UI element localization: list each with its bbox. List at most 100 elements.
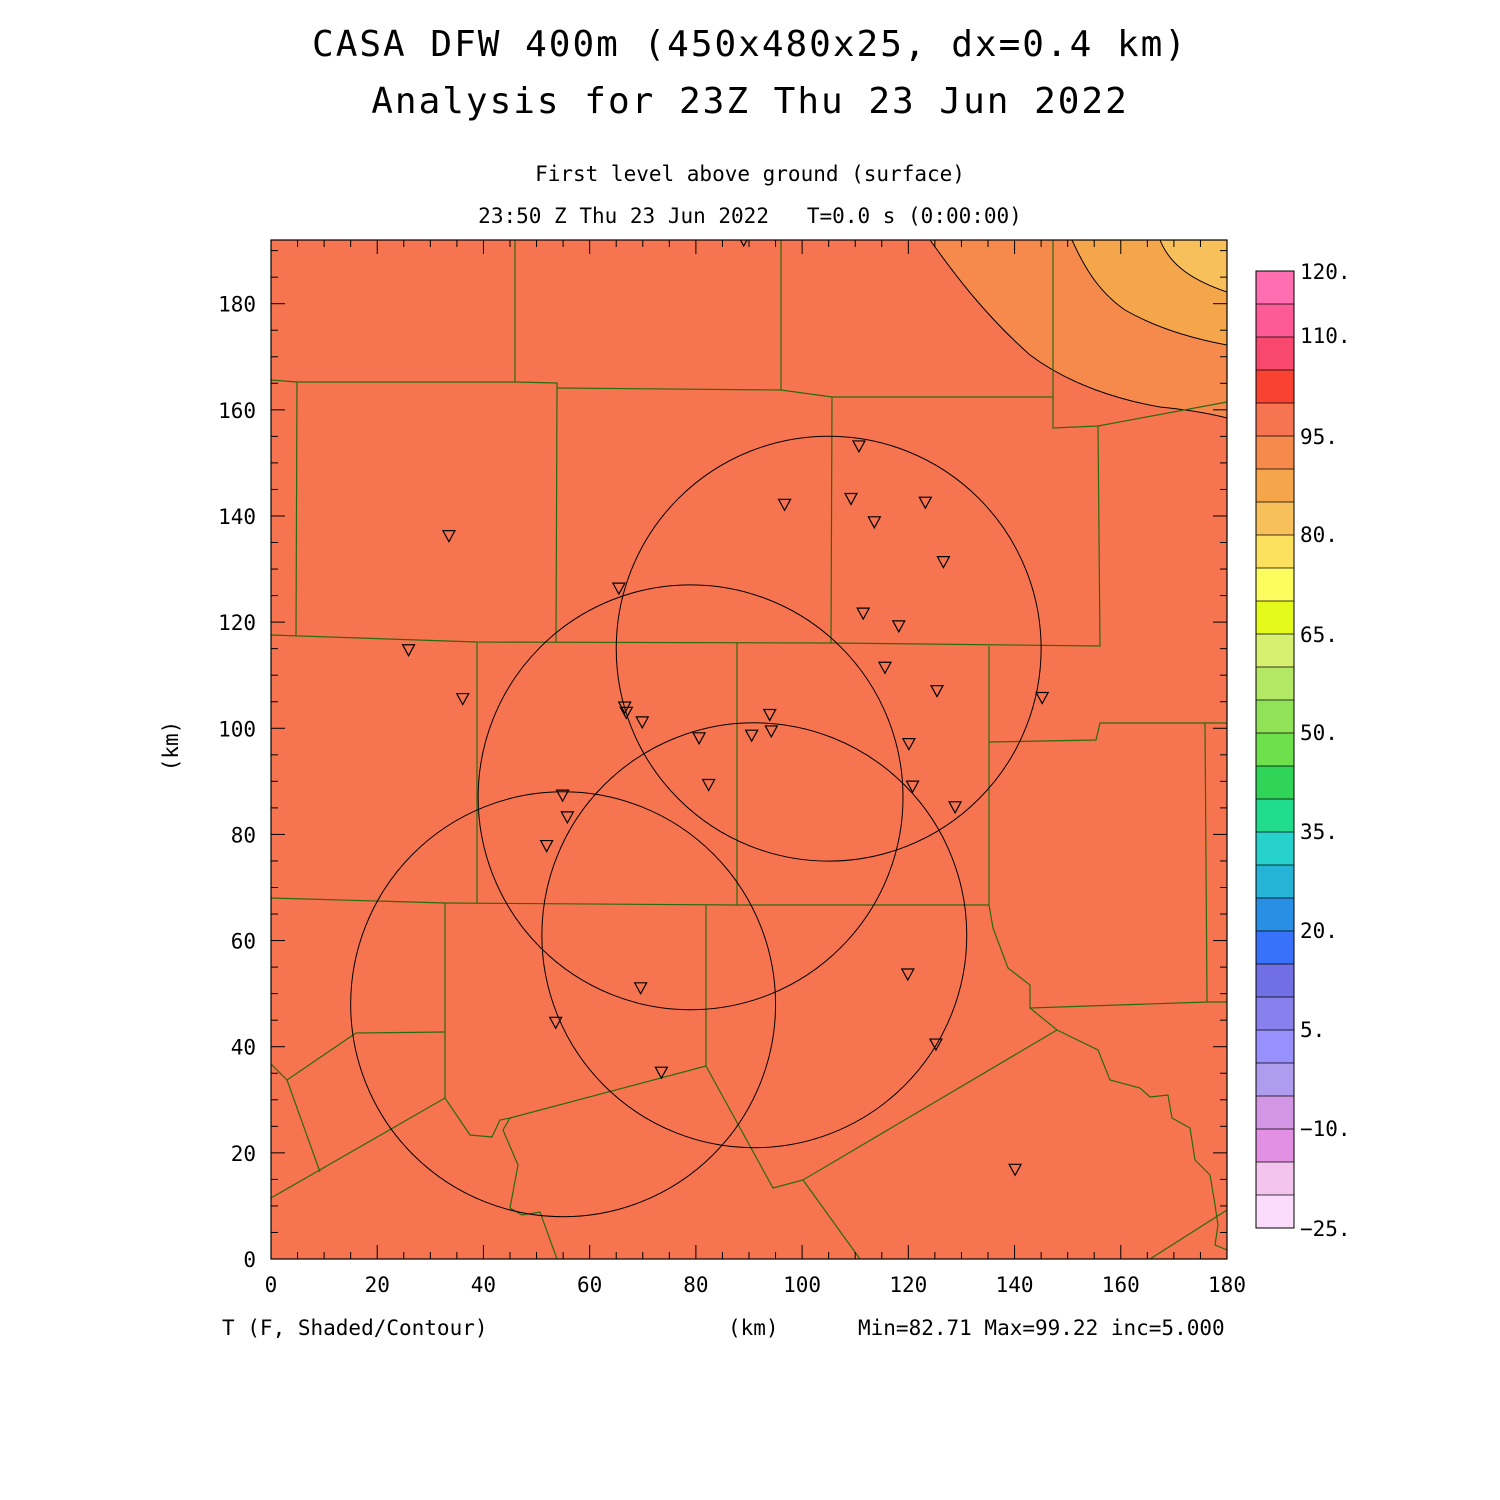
x-tick-label: 120 (889, 1273, 927, 1297)
station-marker (701, 778, 716, 792)
x-tick-label: 0 (265, 1273, 278, 1297)
colorbar-swatch (1256, 733, 1294, 767)
colorbar-swatch (1256, 271, 1294, 305)
station-marker (901, 738, 916, 751)
colorbar-swatch (1256, 337, 1294, 371)
station-marker (441, 530, 456, 543)
colorbar-swatch (1256, 403, 1294, 437)
station-marker (948, 801, 963, 815)
y-tick-label: 40 (231, 1036, 256, 1060)
axis-ticks (270, 240, 1228, 1260)
x-tick-label: 40 (471, 1273, 496, 1297)
colorbar-swatch (1256, 1096, 1294, 1130)
colorbar-label: 65. (1300, 623, 1338, 647)
x-tick-label: 60 (577, 1273, 602, 1297)
colorbar-swatch (1256, 568, 1294, 602)
x-tick-label: 160 (1102, 1273, 1140, 1297)
colorbar-swatch (1256, 502, 1294, 536)
temperature-field-95-100 (271, 240, 1227, 1259)
colorbar-swatch (1256, 931, 1294, 965)
station-marker (877, 661, 892, 675)
station-marker (905, 780, 920, 794)
valid-time-label: 23:50 Z Thu 23 Jun 2022 T=0.0 s (0:00:00… (478, 204, 1022, 228)
station-marker (918, 496, 933, 510)
x-tick-label: 180 (1208, 1273, 1246, 1297)
station-marker (654, 1066, 669, 1080)
colorbar-swatch (1256, 1030, 1294, 1064)
station-marker (764, 725, 779, 739)
radar-range-rings (350, 435, 1042, 1218)
colorbar-swatch (1256, 766, 1294, 800)
radar-range-ring-4 (350, 791, 777, 1218)
colorbar-swatch (1256, 700, 1294, 734)
colorbar: 120. 110. 95. 80. 65. 50. 35. 20. 5. −10. −25. (1255, 260, 1351, 1241)
station-marker (692, 732, 707, 746)
station-marker (455, 692, 470, 706)
station-marker (851, 440, 866, 454)
radar-range-ring-3 (541, 722, 968, 1149)
station-marker (900, 968, 915, 982)
colorbar-label: 35. (1300, 820, 1338, 844)
colorbar-label: 120. (1300, 260, 1351, 284)
radar-range-ring-2 (477, 584, 904, 1011)
station-marker (401, 644, 416, 657)
colorbar-label: 5. (1300, 1018, 1325, 1042)
colorbar-swatch (1256, 832, 1294, 866)
y-tick-label: 60 (231, 930, 256, 954)
county-boundaries (271, 240, 1227, 1259)
colorbar-swatch (1256, 964, 1294, 998)
colorbar-swatch (1256, 436, 1294, 470)
y-tick-label: 160 (218, 399, 256, 423)
y-tick-label: 0 (243, 1248, 256, 1272)
x-tick-label: 100 (783, 1273, 821, 1297)
station-marker (619, 706, 634, 720)
colorbar-label: 20. (1300, 919, 1338, 943)
station-marker (936, 556, 951, 569)
y-tick-label: 140 (218, 505, 256, 529)
colorbar-swatch (1256, 304, 1294, 338)
colorbar-label: −10. (1300, 1117, 1351, 1141)
map-analysis-time: Analysis for 23Z Thu 23 Jun 2022 (371, 81, 1129, 122)
colorbar-label: −25. (1300, 1217, 1351, 1241)
station-marker (930, 684, 945, 698)
colorbar-swatch (1256, 469, 1294, 503)
colorbar-swatch (1256, 865, 1294, 899)
field-stats: Min=82.71 Max=99.22 inc=5.000 (858, 1316, 1225, 1340)
axis-tick-labels: 0 20 40 60 80 100 120 140 160 180 0 20 40 60 80 100 120 1… (218, 293, 1246, 1297)
variable-label: T (F, Shaded/Contour) (222, 1316, 488, 1340)
map-title: CASA DFW 400m (450x480x25, dx=0.4 km) (312, 24, 1188, 65)
station-marker (633, 982, 648, 996)
colorbar-swatch (1256, 1162, 1294, 1196)
station-marker (843, 492, 858, 506)
y-tick-label: 120 (218, 611, 256, 635)
station-marker (555, 789, 570, 803)
y-axis-label: (km) (159, 721, 183, 772)
y-tick-label: 180 (218, 293, 256, 317)
colorbar-swatch (1256, 535, 1294, 569)
station-marker (1035, 691, 1050, 705)
station-marker (928, 1038, 943, 1052)
station-marker (635, 716, 650, 730)
colorbar-label: 80. (1300, 523, 1338, 547)
y-tick-label: 100 (218, 717, 256, 741)
x-axis-unit: (km) (728, 1316, 779, 1340)
station-marker (856, 607, 871, 621)
colorbar-swatch (1256, 601, 1294, 635)
station-marker (539, 839, 554, 853)
colorbar-label: 110. (1300, 324, 1351, 348)
colorbar-swatch (1256, 634, 1294, 668)
station-markers (401, 240, 1050, 1177)
station-marker (1008, 1163, 1023, 1177)
colorbar-swatch (1256, 667, 1294, 701)
y-tick-label: 20 (231, 1142, 256, 1166)
x-tick-label: 20 (365, 1273, 390, 1297)
level-label: First level above ground (surface) (535, 162, 965, 186)
x-tick-label: 140 (996, 1273, 1034, 1297)
station-marker (548, 1016, 563, 1030)
station-marker (611, 582, 626, 596)
colorbar-swatch (1256, 898, 1294, 932)
station-marker (891, 620, 906, 634)
colorbar-swatch (1256, 1129, 1294, 1163)
y-tick-label: 80 (231, 823, 256, 847)
